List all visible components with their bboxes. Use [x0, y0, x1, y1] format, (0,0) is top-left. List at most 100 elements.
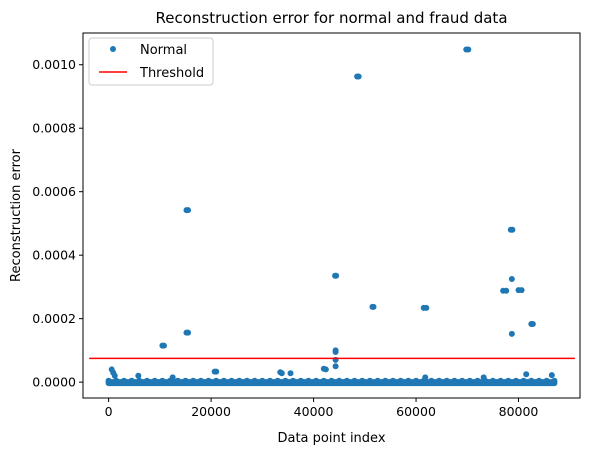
scatter-point — [389, 377, 396, 384]
x-tick-label: 60000 — [396, 404, 436, 419]
scatter-point — [328, 377, 335, 384]
scatter-point — [397, 377, 404, 384]
scatter-point — [290, 377, 297, 384]
y-tick-label: 0.0006 — [32, 184, 76, 199]
scatter-point — [322, 366, 329, 373]
scatter-point — [313, 377, 320, 384]
scatter-point — [182, 377, 189, 384]
scatter-point — [436, 377, 443, 384]
scatter-point — [159, 377, 166, 384]
scatter-point — [287, 370, 294, 377]
scatter-point — [512, 377, 519, 384]
y-axis-ticks: 0.0000 0.0002 0.0004 0.0006 0.0008 0.0010 — [32, 57, 83, 390]
scatter-point — [267, 377, 274, 384]
scatter-point — [423, 304, 430, 311]
scatter-point — [120, 377, 127, 384]
scatter-point — [413, 377, 420, 384]
scatter-point — [382, 377, 389, 384]
scatter-point — [185, 329, 192, 336]
scatter-point — [343, 377, 350, 384]
scatter-point — [551, 377, 558, 384]
x-tick-label: 80000 — [499, 404, 539, 419]
scatter-point — [520, 377, 527, 384]
scatter-point — [160, 342, 167, 349]
scatter-point — [282, 377, 289, 384]
scatter-point — [220, 377, 227, 384]
scatter-point — [236, 377, 243, 384]
scatter-point — [529, 321, 536, 328]
scatter-point — [228, 377, 235, 384]
scatter-point — [197, 377, 204, 384]
scatter-point — [111, 372, 118, 379]
scatter-point — [274, 377, 281, 384]
scatter-point — [136, 377, 143, 384]
x-tick-label: 20000 — [191, 404, 231, 419]
dense-point-band — [105, 377, 558, 387]
chart-title: Reconstruction error for normal and frau… — [155, 9, 507, 27]
scatter-point — [518, 287, 525, 294]
scatter-point — [459, 377, 466, 384]
scatter-point — [508, 330, 515, 337]
scatter-point — [169, 374, 176, 381]
scatter-point — [528, 377, 535, 384]
scatter-point — [213, 368, 220, 375]
legend-normal-label: Normal — [140, 43, 187, 58]
axes-frame — [82, 32, 581, 399]
scatter-point — [523, 371, 530, 378]
scatter-point — [489, 377, 496, 384]
y-tick-label: 0.0004 — [32, 248, 76, 263]
scatter-point — [548, 372, 555, 379]
x-axis-ticks: 0 20000 40000 60000 80000 — [105, 398, 539, 419]
x-tick-label: 40000 — [294, 404, 334, 419]
scatter-point — [297, 377, 304, 384]
scatter-point — [333, 272, 340, 279]
legend-normal-marker — [110, 46, 116, 52]
scatter-point — [113, 377, 120, 384]
y-tick-label: 0.0008 — [32, 121, 76, 136]
scatter-point — [480, 374, 487, 381]
scatter-point — [405, 377, 412, 384]
y-tick-label: 0.0010 — [32, 57, 76, 72]
scatter-point — [351, 377, 358, 384]
legend: Normal Threshold — [88, 37, 214, 86]
scatter-point — [278, 370, 285, 377]
x-axis-label: Data point index — [277, 431, 385, 446]
normal-series-points — [108, 46, 555, 381]
scatter-point — [543, 377, 550, 384]
scatter-point — [497, 377, 504, 384]
scatter-point — [243, 377, 250, 384]
scatter-point — [503, 287, 510, 294]
scatter-point — [359, 377, 366, 384]
scatter-point — [185, 207, 192, 214]
scatter-point — [332, 348, 339, 355]
scatter-point — [366, 377, 373, 384]
scatter-point — [536, 377, 543, 384]
scatter-point — [422, 374, 429, 381]
scatter-point — [205, 377, 212, 384]
scatter-point — [465, 46, 472, 53]
scatter-point — [443, 377, 450, 384]
scatter-point — [505, 377, 512, 384]
scatter-point — [305, 377, 312, 384]
scatter-point — [144, 377, 151, 384]
scatter-point — [320, 377, 327, 384]
x-tick-label: 0 — [105, 404, 113, 419]
scatter-point — [336, 377, 343, 384]
scatter-point — [332, 363, 339, 370]
y-axis-label: Reconstruction error — [9, 148, 24, 282]
scatter-point — [374, 377, 381, 384]
legend-threshold-label: Threshold — [139, 66, 204, 81]
scatter-point — [259, 377, 266, 384]
y-tick-label: 0.0002 — [32, 311, 76, 326]
y-tick-label: 0.0000 — [32, 375, 76, 390]
scatter-point — [355, 73, 362, 80]
scatter-point — [370, 303, 377, 310]
scatter-point — [251, 377, 258, 384]
scatter-point — [151, 377, 158, 384]
scatter-point — [474, 377, 481, 384]
scatter-point — [128, 377, 135, 384]
legend-box — [88, 37, 214, 86]
scatter-point — [105, 377, 112, 384]
scatter-point — [213, 377, 220, 384]
